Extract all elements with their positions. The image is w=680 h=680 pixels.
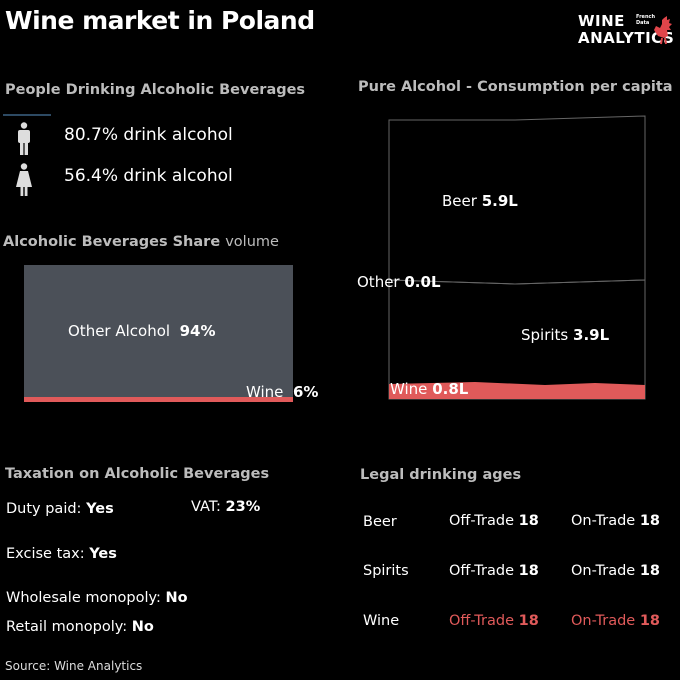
section-underline — [3, 114, 51, 116]
logo-tagline: French Data — [636, 14, 656, 26]
pure-alcohol-section-title: Pure Alcohol - Consumption per capita — [358, 79, 673, 95]
wine-analytics-logo: WINE ANALYTICS French Data — [578, 12, 674, 50]
age-row-on-trade: On-Trade 18 — [571, 613, 660, 629]
wine-consumption-label: Wine 0.8L — [390, 380, 469, 398]
wholesale-monopoly: Wholesale monopoly: No — [6, 590, 188, 606]
age-row-on-trade: On-Trade 18 — [571, 513, 660, 529]
age-row-off-trade: Off-Trade 18 — [449, 613, 539, 629]
age-row-off-trade: Off-Trade 18 — [449, 513, 539, 529]
people-section-title: People Drinking Alcoholic Beverages — [5, 82, 306, 98]
wine-area — [389, 382, 645, 399]
source-note: Source: Wine Analytics — [5, 659, 143, 673]
share-section-title: Alcoholic Beverages Share volume — [3, 234, 279, 250]
vat: VAT: 23% — [191, 499, 261, 515]
excise-tax: Excise tax: Yes — [6, 546, 117, 562]
age-row-drink: Spirits — [363, 563, 409, 579]
age-row-drink: Wine — [363, 613, 400, 629]
page-title: Wine market in Poland — [5, 6, 315, 35]
pure-alcohol-chart — [388, 115, 646, 400]
men-drinking-stat: 80.7% drink alcohol — [64, 125, 233, 145]
wine-share-label: Wine 6% — [246, 383, 319, 401]
women-drinking-stat: 56.4% drink alcohol — [64, 166, 233, 186]
other-alcohol-label: Other Alcohol 94% — [68, 322, 216, 340]
retail-monopoly: Retail monopoly: No — [6, 619, 154, 635]
woman-icon — [16, 163, 32, 196]
man-icon — [18, 122, 30, 155]
age-row-on-trade: On-Trade 18 — [571, 563, 660, 579]
drinking-ages-section-title: Legal drinking ages — [360, 467, 522, 483]
spirits-area — [388, 279, 646, 400]
wine-share-bar — [24, 397, 293, 402]
age-row-off-trade: Off-Trade 18 — [449, 563, 539, 579]
rooster-icon — [654, 16, 672, 45]
other-label: Other 0.0L — [357, 273, 441, 291]
taxation-section-title: Taxation on Alcoholic Beverages — [5, 466, 270, 482]
logo-line-1: WINE — [578, 12, 625, 30]
spirits-label: Spirits 3.9L — [521, 326, 610, 344]
beer-label: Beer 5.9L — [442, 192, 518, 210]
other-alcohol-bar — [24, 265, 293, 402]
logo-line-2: ANALYTICS — [578, 29, 675, 47]
age-row-drink: Beer — [363, 514, 397, 530]
duty-paid: Duty paid: Yes — [6, 501, 114, 517]
